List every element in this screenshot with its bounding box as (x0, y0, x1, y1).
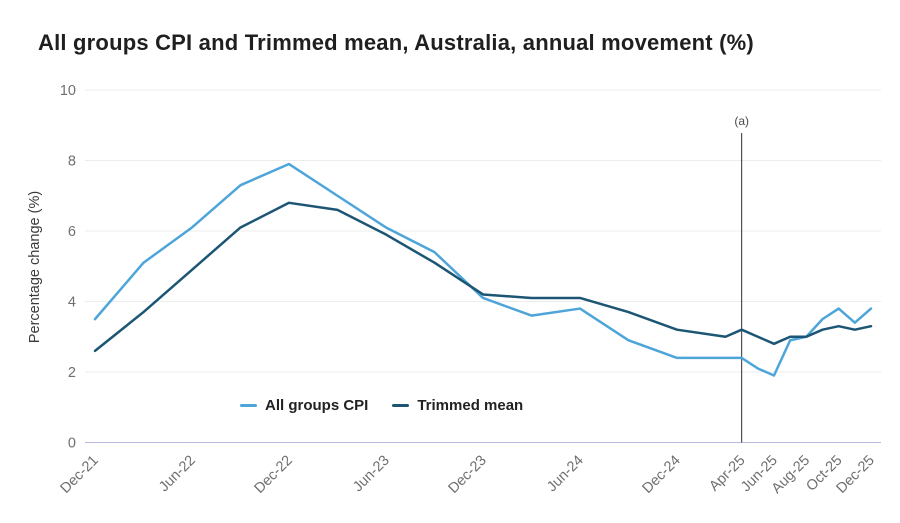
x-tick-label: Dec-24 (639, 453, 683, 497)
x-tick-label: Dec-21 (57, 453, 101, 497)
x-tick-label: Jun-23 (350, 453, 393, 496)
line-swatch-icon (392, 404, 410, 407)
x-tick-label: Jun-24 (544, 453, 587, 496)
legend-item-trimmed-mean[interactable]: Trimmed mean (392, 397, 523, 414)
y-tick-label: 0 (68, 436, 76, 452)
chart-legend: All groups CPI Trimmed mean (240, 397, 523, 414)
y-tick-label: 4 (68, 295, 76, 311)
y-tick-label: 6 (68, 224, 76, 240)
legend-label: Trimmed mean (417, 397, 524, 414)
cpi-line-chart[interactable]: 0 2 4 6 8 10 Dec-21 Jun-22 Dec-22 Jun-23 Dec-23 Jun… (0, 0, 900, 510)
line-swatch-icon (240, 404, 257, 407)
x-tick-label: Jun-22 (156, 453, 199, 496)
series-line-all-groups-cpi[interactable] (93, 162, 873, 377)
x-tick-label: Dec-23 (445, 453, 489, 497)
x-tick-label: Dec-22 (251, 453, 295, 497)
y-tick-label: 2 (68, 365, 76, 381)
legend-label: All groups CPI (265, 397, 369, 414)
series-line-trimmed-mean[interactable] (93, 201, 873, 353)
annotation-label: (a) (734, 114, 749, 128)
legend-item-all-groups-cpi[interactable]: All groups CPI (240, 397, 368, 414)
chart-title: All groups CPI and Trimmed mean, Austral… (38, 30, 754, 55)
y-tick-label: 10 (60, 83, 76, 99)
y-tick-label: 8 (68, 154, 76, 170)
